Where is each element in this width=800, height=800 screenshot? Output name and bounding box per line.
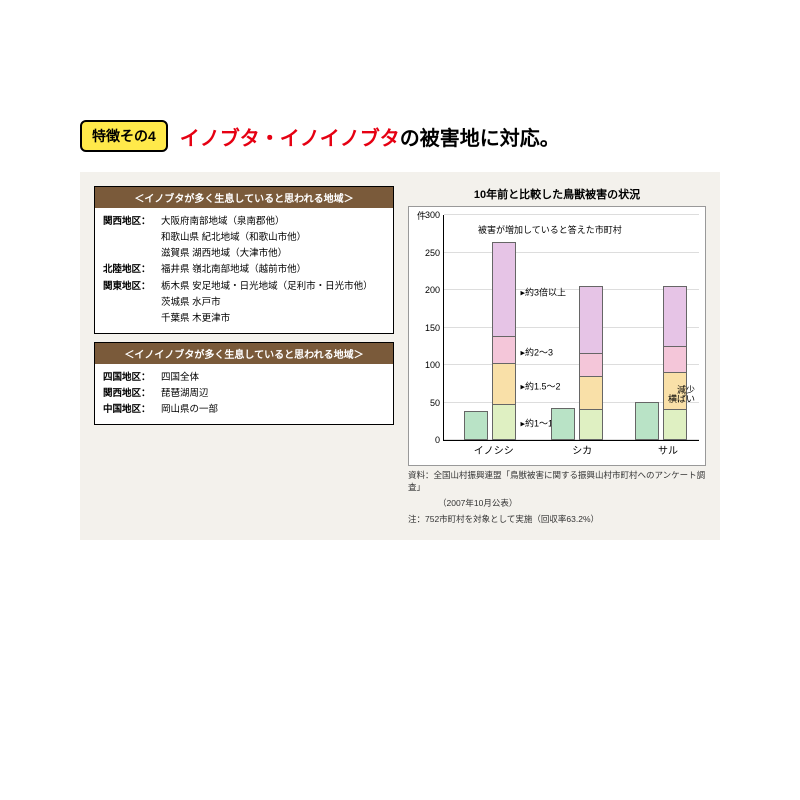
table-row: 滋賀県 湖西地域（大津市他） (103, 246, 385, 262)
tables-column: ＜イノブタが多く生息していると思われる地域＞ 関西地区：大阪府南部地域（泉南郡他… (94, 186, 394, 526)
y-tick: 100 (414, 360, 440, 370)
small-bar (551, 408, 575, 440)
small-bar (635, 402, 659, 440)
table-inobuta: ＜イノブタが多く生息していると思われる地域＞ 関西地区：大阪府南部地域（泉南郡他… (94, 186, 394, 334)
region-label: 北陸地区： (103, 262, 161, 278)
region-value: 栃木県 安足地域・日光地域（足利市・日光市他） (161, 279, 385, 295)
table1-body: 関西地区：大阪府南部地域（泉南郡他）和歌山県 紀北地域（和歌山市他）滋賀県 湖西… (95, 208, 393, 333)
table-row: 北陸地区：福井県 嶺北南部地域（越前市他） (103, 262, 385, 278)
y-tick: 250 (414, 248, 440, 258)
table-row: 中国地区：岡山県の一部 (103, 402, 385, 418)
table2-header: ＜イノイノブタが多く生息していると思われる地域＞ (95, 343, 393, 364)
chart-source3: 注：752市町村を対象として実施（回収率63.2%） (408, 514, 706, 526)
table-row: 関西地区：琵琶湖周辺 (103, 386, 385, 402)
bar-segment (493, 243, 515, 337)
bar-group (635, 286, 695, 440)
headline-highlight: イノブタ・イノイノブタ (180, 128, 400, 150)
info-panel: ＜イノブタが多く生息していると思われる地域＞ 関西地区：大阪府南部地域（泉南郡他… (80, 172, 720, 540)
region-label: 関西地区： (103, 386, 161, 402)
table2-body: 四国地区：四国全体関西地区：琵琶湖周辺中国地区：岡山県の一部 (95, 364, 393, 424)
table-row: 関東地区：栃木県 安足地域・日光地域（足利市・日光市他） (103, 279, 385, 295)
bar-segment (580, 410, 602, 439)
y-tick: 200 (414, 285, 440, 295)
bar-segment (664, 347, 686, 373)
region-value: 大阪府南部地域（泉南郡他） (161, 214, 385, 230)
header-row: 特徴その4 イノブタ・イノイノブタの被害地に対応。 (80, 120, 720, 152)
region-value: 琵琶湖周辺 (161, 386, 385, 402)
bar-segment (580, 287, 602, 355)
table-row: 四国地区：四国全体 (103, 370, 385, 386)
stacked-bar (663, 286, 687, 440)
y-tick: 0 (414, 435, 440, 445)
bar-group (464, 242, 524, 440)
region-label: 中国地区： (103, 402, 161, 418)
region-label: 関東地区： (103, 279, 161, 295)
region-value: 岡山県の一部 (161, 402, 385, 418)
table-inoinobuta: ＜イノイノブタが多く生息していると思われる地域＞ 四国地区：四国全体関西地区：琵… (94, 342, 394, 425)
small-bar (464, 411, 488, 440)
bar-group (551, 286, 611, 440)
bar-segment (493, 337, 515, 363)
x-axis-label: シカ (552, 442, 612, 457)
segment-annotation: ▸約2～3 (521, 345, 554, 358)
headline-rest: の被害地に対応。 (400, 128, 560, 150)
chart-plot: 050100150200250300被害が増加していると答えた市町村▸約3倍以上… (443, 215, 699, 441)
region-label: 四国地区： (103, 370, 161, 386)
y-tick: 300 (414, 210, 440, 220)
chart-source1: 資料：全国山村振興連盟「鳥獣被害に関する振興山村市町村へのアンケート調査」 (408, 470, 706, 494)
region-value: 四国全体 (161, 370, 385, 386)
bar-segment (580, 377, 602, 411)
region-value: 福井県 嶺北南部地域（越前市他） (161, 262, 385, 278)
side-label: 横ばい (668, 392, 695, 405)
feature-badge: 特徴その4 (80, 120, 168, 152)
bar-segment (580, 354, 602, 377)
table-row: 茨城県 水戸市 (103, 295, 385, 311)
bar-segment (493, 364, 515, 405)
stacked-bar (579, 286, 603, 440)
chart-source2: （2007年10月公表） (408, 498, 706, 510)
bar-segment (664, 410, 686, 439)
region-label: 関西地区： (103, 214, 161, 230)
x-axis-label: イノシシ (464, 442, 524, 457)
headline: イノブタ・イノイノブタの被害地に対応。 (180, 122, 560, 151)
bar-segment (664, 287, 686, 347)
table-row: 和歌山県 紀北地域（和歌山市他） (103, 230, 385, 246)
bar-segment (493, 405, 515, 439)
table-row: 関西地区：大阪府南部地域（泉南郡他） (103, 214, 385, 230)
table1-header: ＜イノブタが多く生息していると思われる地域＞ (95, 187, 393, 208)
y-tick: 150 (414, 323, 440, 333)
chart-column: 10年前と比較した鳥獣被害の状況 件 050100150200250300被害が… (408, 186, 706, 526)
chart-title: 10年前と比較した鳥獣被害の状況 (408, 186, 706, 202)
table-row: 千葉県 木更津市 (103, 311, 385, 327)
x-axis-label: サル (638, 442, 698, 457)
y-tick: 50 (414, 398, 440, 408)
stacked-bar (492, 242, 516, 440)
chart-area: 件 050100150200250300被害が増加していると答えた市町村▸約3倍… (408, 206, 706, 466)
chart-note-top: 被害が増加していると答えた市町村 (478, 223, 622, 236)
